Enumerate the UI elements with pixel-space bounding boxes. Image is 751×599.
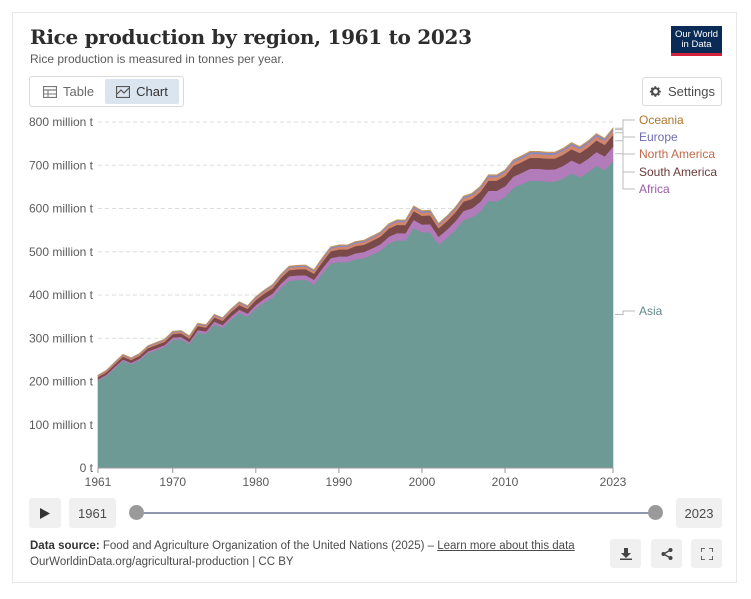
chart-subtitle: Rice production is measured in tonnes pe…: [30, 52, 285, 66]
tab-chart-label: Chart: [136, 84, 168, 99]
x-tick-label: 1970: [159, 475, 186, 489]
x-tick-label: 2000: [409, 475, 436, 489]
share-button[interactable]: [651, 539, 682, 568]
legend-label-north-america: North America: [639, 147, 715, 161]
y-tick-label: 0 t: [80, 461, 94, 475]
legend-label-south-america: South America: [639, 165, 717, 179]
fullscreen-icon: [700, 547, 713, 560]
logo-line1: Our World: [674, 29, 719, 40]
share-icon: [661, 547, 672, 560]
logo-line2: in Data: [681, 39, 712, 50]
legend-label-oceania: Oceania: [639, 113, 684, 127]
gear-icon: [649, 86, 661, 97]
table-icon: [43, 85, 57, 98]
end-year-label[interactable]: 2023: [676, 498, 722, 528]
legend-label-europe: Europe: [639, 130, 678, 144]
settings-button[interactable]: Settings: [642, 77, 722, 106]
x-tick-label: 1990: [326, 475, 353, 489]
x-tick-label: 2023: [600, 475, 627, 489]
area-asia: [97, 160, 614, 469]
play-icon: [40, 507, 50, 519]
start-year-label[interactable]: 1961: [69, 498, 116, 528]
tab-chart[interactable]: Chart: [105, 79, 179, 104]
settings-label: Settings: [668, 84, 715, 99]
timeline-track[interactable]: [136, 512, 656, 514]
timeline-start-handle[interactable]: [129, 505, 144, 520]
y-tick-label: 400 million t: [29, 288, 94, 302]
x-tick-label: 1961: [85, 475, 112, 489]
legend-connector: [615, 140, 635, 173]
play-button[interactable]: [29, 498, 61, 528]
legend-connector: [615, 129, 635, 138]
chart-icon: [116, 85, 131, 98]
fullscreen-button[interactable]: [691, 539, 722, 568]
legend-connector: [615, 153, 635, 190]
y-tick-label: 700 million t: [29, 158, 94, 172]
legend-connector: [615, 119, 635, 129]
chart-card: [12, 12, 737, 583]
legend-label-asia: Asia: [639, 304, 663, 318]
timeline-end-handle[interactable]: [648, 505, 663, 520]
y-tick-label: 500 million t: [29, 245, 94, 259]
stacked-area-chart: 0 t 100 million t 200 million t 300 million…: [29, 113, 717, 489]
tab-table-label: Table: [63, 84, 95, 99]
chart-title: Rice production by region, 1961 to 2023: [30, 25, 472, 49]
legend-connector: [615, 132, 635, 155]
owid-logo[interactable]: Our World in Data: [671, 26, 722, 56]
y-tick-label: 200 million t: [29, 375, 94, 389]
x-tick-label: 2010: [492, 475, 519, 489]
y-tick-label: 800 million t: [29, 115, 94, 129]
download-button[interactable]: [610, 539, 641, 568]
tab-table[interactable]: Table: [32, 79, 105, 104]
y-tick-label: 300 million t: [29, 331, 94, 345]
data-source: Data source: Food and Agriculture Organi…: [30, 540, 575, 552]
x-tick-label: 1980: [242, 475, 269, 489]
legend-connector: [615, 310, 635, 315]
area-oceania: [97, 127, 614, 376]
view-tabs: Table Chart: [29, 76, 184, 107]
y-tick-label: 100 million t: [29, 418, 94, 432]
source-url[interactable]: OurWorldinData.org/agricultural-producti…: [30, 556, 294, 568]
source-text: Food and Agriculture Organization of the…: [99, 540, 438, 552]
learn-more-link[interactable]: Learn more about this data: [437, 540, 575, 552]
source-prefix: Data source:: [30, 540, 100, 552]
legend-label-africa: Africa: [639, 182, 670, 196]
download-icon: [619, 547, 632, 560]
y-tick-label: 600 million t: [29, 202, 94, 216]
